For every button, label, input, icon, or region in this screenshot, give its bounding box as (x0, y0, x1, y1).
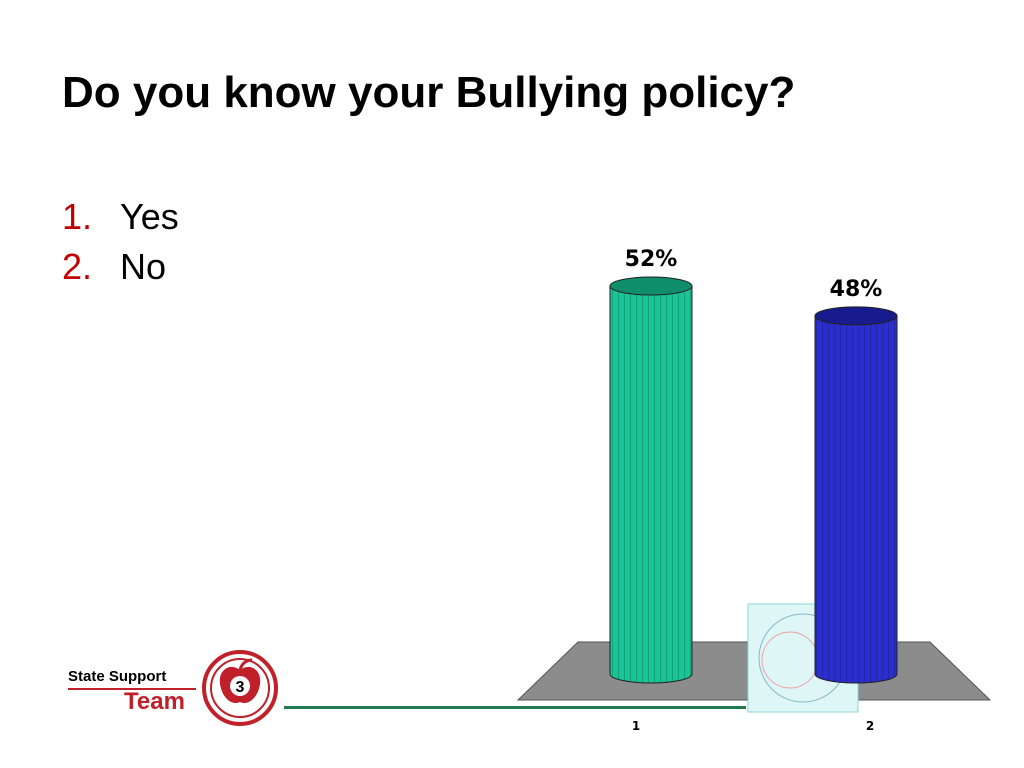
apple-badge-icon: 3 (202, 650, 278, 726)
logo-text-line1: State Support (68, 668, 167, 685)
option-number: 1. (62, 196, 93, 237)
footer-rule (284, 706, 746, 709)
answer-options: 1. Yes 2. No (62, 192, 179, 292)
state-support-team-logo: State Support Team 3 (66, 648, 286, 726)
badge-number: 3 (236, 679, 245, 696)
option-no: 2. No (62, 242, 179, 292)
logo-text-line2: Team (124, 688, 185, 715)
data-label: 52% (625, 247, 678, 272)
bar-2 (814, 306, 898, 684)
x-tick-label: 2 (866, 719, 874, 733)
option-label: No (120, 246, 167, 287)
logo-underline (68, 688, 196, 690)
option-number: 2. (62, 246, 93, 287)
option-yes: 1. Yes (62, 192, 179, 242)
option-label: Yes (120, 196, 179, 237)
data-label: 48% (830, 277, 883, 302)
bar-1 (609, 276, 693, 684)
slide-title: Do you know your Bullying policy? (62, 68, 796, 117)
x-tick-label: 1 (632, 719, 640, 733)
